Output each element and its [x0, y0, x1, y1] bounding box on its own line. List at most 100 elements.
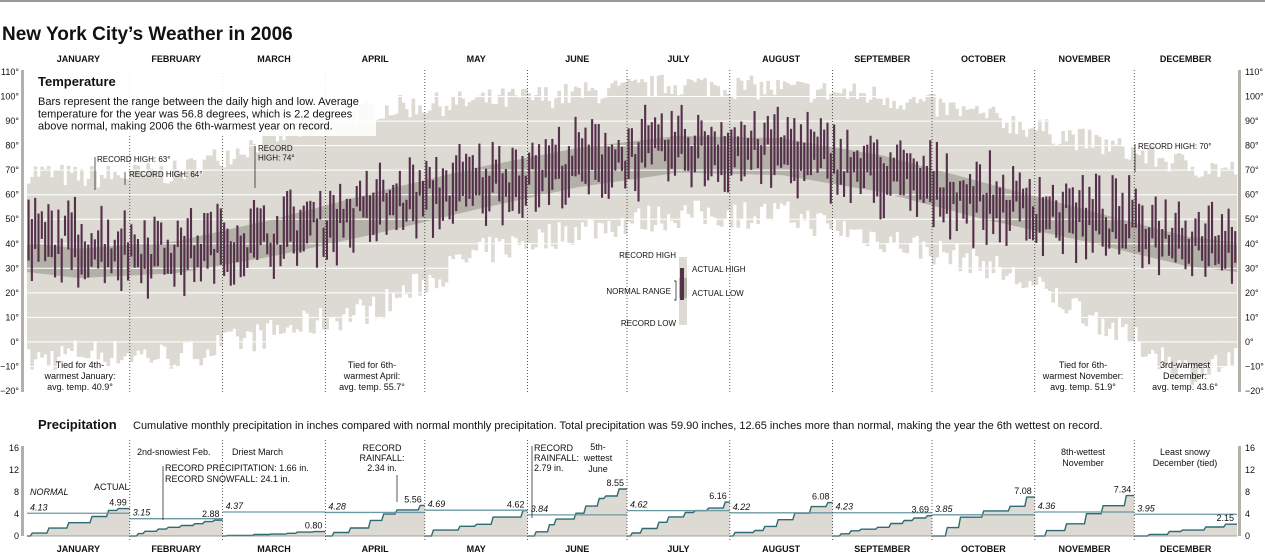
actual-temp-bar [385, 192, 388, 235]
precipitation-heading: Precipitation [38, 417, 117, 432]
actual-temp-bar [93, 239, 96, 260]
actual-precip-area [729, 502, 833, 536]
actual-temp-bar [952, 181, 955, 205]
actual-temp-bar [272, 233, 275, 279]
actual-temp-bar [1071, 187, 1074, 234]
actual-temp-bar [783, 135, 786, 165]
actual-temp-bar [982, 194, 985, 230]
actual-temp-bar [501, 173, 504, 226]
actual-temp-bar [1048, 196, 1051, 230]
actual-temp-bar [1154, 196, 1157, 248]
actual-temp-bar [1068, 188, 1071, 233]
actual-temp-bar [1008, 200, 1011, 231]
temperature-ytick-right: −10° [1245, 361, 1264, 371]
actual-temp-bar [226, 228, 229, 273]
actual-temp-bar [312, 201, 315, 223]
actual-temp-bar [816, 136, 819, 173]
actual-temp-bar [1051, 184, 1054, 217]
actual-temp-bar [206, 213, 209, 269]
actual-temp-bar [693, 135, 696, 173]
actual-temp-bar [647, 125, 650, 154]
actual-temp-bar [604, 132, 607, 195]
record-high-label: RECORD HIGH: 63° [97, 155, 170, 164]
actual-temp-bar [120, 228, 123, 291]
actual-temp-bar [428, 166, 431, 189]
temperature-axis-bar-left [21, 70, 24, 392]
temperature-note: avg. temp. 51.9° [1050, 382, 1116, 392]
precip-axis-bar-left [21, 446, 24, 536]
actual-temp-bar [451, 162, 454, 224]
actual-temp-bar [988, 150, 991, 214]
temperature-ytick-right: 40° [1245, 239, 1259, 249]
actual-temp-bar [789, 128, 793, 184]
actual-temp-bar [498, 146, 501, 202]
actual-temp-bar [912, 158, 915, 191]
actual-temp-bar [150, 254, 153, 279]
actual-temp-bar [584, 127, 587, 184]
precip-annotation: wettest [583, 453, 613, 463]
precipitation-panel [27, 440, 1237, 540]
actual-temp-bar [743, 124, 746, 177]
actual-temp-bar [223, 222, 226, 277]
month-label-bottom: DECEMBER [1160, 544, 1212, 554]
actual-precip-line [1134, 523, 1237, 537]
actual-temp-bar [836, 169, 839, 195]
actual-temp-bar [965, 184, 968, 224]
actual-temp-bar [902, 149, 905, 196]
actual-temp-bar [441, 168, 444, 221]
actual-temp-bar [813, 131, 816, 160]
actual-temp-bar [1025, 187, 1028, 241]
actual-temp-bar [660, 113, 663, 152]
actual-precip-line [325, 504, 425, 537]
actual-temp-bar [823, 129, 826, 160]
temperature-ytick-left: 10° [5, 312, 19, 322]
actual-temp-bar [352, 208, 355, 253]
actual-temp-bar [97, 230, 100, 269]
temperature-ytick-left: 90° [5, 116, 19, 126]
actual-temp-bar [103, 243, 106, 284]
actual-temp-bar [259, 208, 262, 246]
actual-temp-bar [415, 191, 418, 239]
actual-temp-bar [1144, 228, 1147, 250]
actual-precip-line [627, 501, 730, 537]
actual-temp-bar [504, 169, 507, 197]
actual-temp-bar [461, 161, 464, 196]
actual-temp-bar [481, 177, 484, 214]
record-range-bar [487, 89, 492, 237]
actual-temp-bar [458, 143, 461, 202]
precip-annotation: Driest March [232, 447, 283, 457]
actual-temp-bar [355, 185, 358, 207]
actual-temp-bar [843, 171, 846, 197]
actual-temp-bar [246, 247, 249, 268]
month-label-bottom: FEBRUARY [151, 544, 201, 554]
month-label-bottom: APRIL [362, 544, 390, 554]
precip-annotation: 8th-wettest [1061, 447, 1106, 457]
actual-temp-bar [173, 244, 176, 287]
precip-annotation: November [1062, 458, 1104, 468]
actual-temp-bar [1088, 186, 1091, 226]
actual-temp-bar [431, 180, 435, 238]
temperature-note: warmest January: [43, 371, 115, 381]
precip-ytick-left: 8 [14, 487, 19, 497]
actual-temp-bar [654, 117, 657, 149]
actual-precip-value: 7.34 [1114, 485, 1132, 495]
precip-ytick-right: 16 [1245, 443, 1255, 453]
actual-temp-bar [723, 135, 726, 192]
temperature-ytick-left: 80° [5, 141, 19, 151]
actual-temp-bar [680, 104, 683, 154]
record-high-label: HIGH: 74° [258, 154, 295, 163]
actual-temp-bar [780, 137, 783, 168]
actual-temp-bar [866, 144, 869, 173]
actual-temp-bar [186, 218, 189, 270]
temperature-ytick-left: 50° [5, 214, 19, 224]
month-label-bottom: JUNE [565, 544, 589, 554]
month-label-top: FEBRUARY [151, 54, 201, 64]
actual-precip-value: 4.62 [507, 500, 525, 510]
actual-temp-bar [166, 239, 169, 274]
actual-temp-bar [465, 153, 468, 207]
legend-record-low: RECORD LOW [621, 319, 677, 328]
actual-temp-bar [942, 187, 945, 223]
temperature-note: warmest April: [343, 371, 401, 381]
temperature-note: Tied for 6th- [348, 360, 396, 370]
precip-annotation: 2nd-snowiest Feb. [137, 447, 211, 457]
